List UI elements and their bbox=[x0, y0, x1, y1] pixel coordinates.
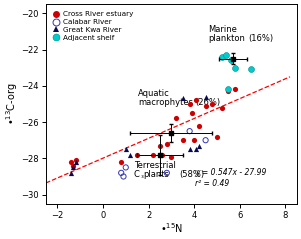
Point bbox=[215, 135, 219, 138]
Text: r² = 0.49: r² = 0.49 bbox=[195, 179, 230, 188]
Point bbox=[233, 66, 238, 70]
Text: macrophytes: macrophytes bbox=[138, 98, 193, 107]
Point bbox=[180, 138, 185, 142]
Point bbox=[249, 68, 254, 71]
Point bbox=[233, 87, 238, 91]
Point bbox=[164, 171, 169, 175]
Point bbox=[203, 95, 208, 99]
Text: (16%): (16%) bbox=[248, 34, 273, 43]
Point bbox=[187, 147, 192, 151]
Point bbox=[196, 144, 201, 147]
Point bbox=[119, 171, 124, 175]
Point bbox=[219, 55, 224, 59]
Point bbox=[73, 158, 78, 162]
Point bbox=[135, 153, 140, 157]
Point bbox=[157, 144, 162, 147]
Point bbox=[224, 53, 228, 57]
Text: (58%): (58%) bbox=[179, 170, 204, 179]
Legend: Cross River estuary, Calabar River, Great Kwa River, Adjacent shelf: Cross River estuary, Calabar River, Grea… bbox=[52, 10, 135, 42]
Point bbox=[180, 97, 185, 100]
Point bbox=[164, 142, 169, 146]
Point bbox=[194, 147, 199, 151]
Point bbox=[226, 89, 231, 93]
Point bbox=[174, 117, 178, 120]
Point bbox=[123, 166, 128, 169]
Point bbox=[71, 166, 76, 169]
Point bbox=[203, 138, 208, 142]
Point bbox=[219, 106, 224, 109]
Point bbox=[187, 129, 192, 133]
Text: plants: plants bbox=[144, 170, 169, 179]
Point bbox=[210, 102, 215, 106]
Text: plankton: plankton bbox=[208, 34, 245, 43]
Text: ₃: ₃ bbox=[140, 173, 143, 179]
Point bbox=[160, 153, 165, 157]
Point bbox=[194, 98, 199, 102]
Point bbox=[69, 171, 73, 175]
Point bbox=[123, 147, 128, 151]
Y-axis label: •$^{13}$C-org: •$^{13}$C-org bbox=[4, 83, 20, 125]
Point bbox=[169, 155, 174, 158]
Point bbox=[71, 164, 76, 168]
Text: Marine: Marine bbox=[208, 25, 237, 34]
Point bbox=[128, 153, 133, 157]
Point bbox=[119, 160, 124, 164]
Point bbox=[69, 160, 73, 164]
Text: Terrestrial: Terrestrial bbox=[134, 161, 175, 170]
Point bbox=[190, 111, 194, 115]
Point bbox=[196, 124, 201, 128]
Point bbox=[121, 174, 126, 178]
Point bbox=[73, 160, 78, 164]
Point bbox=[228, 59, 233, 62]
Point bbox=[187, 102, 192, 106]
Point bbox=[192, 138, 197, 142]
Text: (26%): (26%) bbox=[195, 98, 220, 107]
Point bbox=[151, 153, 156, 157]
Point bbox=[203, 104, 208, 108]
Point bbox=[226, 87, 231, 91]
X-axis label: •$^{15}$N: •$^{15}$N bbox=[160, 221, 183, 235]
Text: C: C bbox=[134, 170, 140, 179]
Text: y = 0.547x - 27.99: y = 0.547x - 27.99 bbox=[195, 168, 267, 177]
Text: Aquatic: Aquatic bbox=[138, 89, 170, 98]
